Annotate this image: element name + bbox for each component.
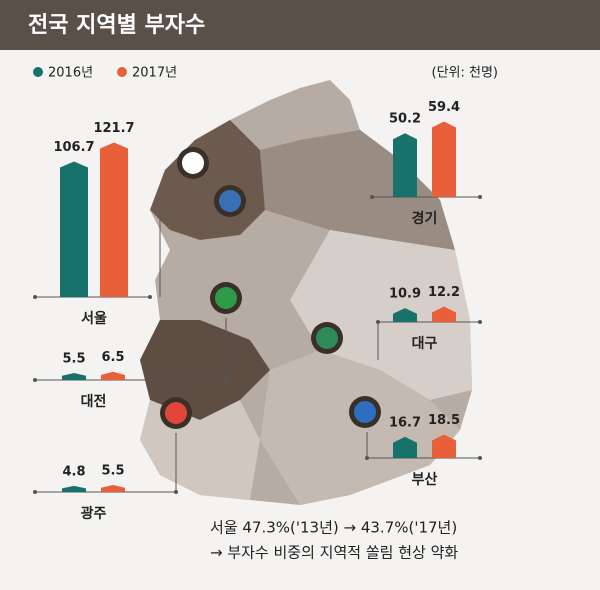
unit-label: (단위: 천명) (432, 66, 499, 81)
category-label: 대구 (412, 336, 438, 352)
pin-logo (215, 287, 237, 309)
value-label: 50.2 (389, 112, 421, 127)
bar (101, 485, 125, 492)
map-gyeongnam (260, 350, 460, 505)
annotation: 서울 47.3%('13년) → 43.7%('17년) (210, 519, 457, 537)
bar (432, 434, 456, 458)
pins (160, 147, 381, 429)
value-label: 16.7 (389, 415, 421, 430)
value-label: 4.8 (62, 464, 85, 479)
leader-dot (148, 295, 152, 299)
bar (393, 436, 417, 458)
value-label: 6.5 (101, 350, 124, 365)
bar (101, 371, 125, 380)
pin-logo (182, 152, 204, 174)
bar (60, 161, 88, 297)
map-gangwon (260, 130, 455, 250)
title-bar (0, 0, 600, 50)
leader-dot (33, 295, 37, 299)
leader-dot (33, 490, 37, 494)
category-label: 서울 (81, 310, 107, 327)
leader-dot (370, 195, 374, 199)
value-label: 106.7 (53, 140, 94, 155)
legend-swatch (117, 67, 127, 77)
value-label: 5.5 (62, 352, 85, 367)
value-label: 59.4 (428, 100, 460, 115)
pin-logo (219, 190, 241, 212)
category-label: 부산 (412, 471, 438, 488)
category-label: 대전 (81, 393, 107, 410)
bar (393, 133, 417, 197)
pin-logo (354, 401, 376, 423)
value-label: 12.2 (428, 285, 460, 300)
category-label: 경기 (412, 210, 438, 227)
bar (100, 142, 128, 297)
bar (393, 308, 417, 322)
value-label: 18.5 (428, 413, 460, 428)
map-jeonbuk (140, 320, 270, 420)
legend-label: 2017년 (132, 66, 177, 81)
value-label: 121.7 (93, 121, 134, 136)
legend-label: 2016년 (48, 66, 93, 81)
map-gyeongbuk (290, 230, 472, 400)
value-label: 10.9 (389, 287, 421, 302)
bar (62, 373, 86, 380)
annotation: → 부자수 비중의 지역적 쏠림 현상 약화 (210, 544, 458, 562)
category-label: 광주 (81, 505, 107, 522)
bar (62, 485, 86, 492)
pin-logo (316, 327, 338, 349)
chart-title: 전국 지역별 부자수 (28, 13, 205, 38)
leader-dot (478, 456, 482, 460)
legend-swatch (33, 67, 43, 77)
leader-dot (478, 195, 482, 199)
leader-dot (478, 320, 482, 324)
pin-logo (165, 402, 187, 424)
bar (432, 306, 456, 322)
bar (432, 121, 456, 197)
leader-dot (33, 378, 37, 382)
value-label: 5.5 (101, 464, 124, 479)
